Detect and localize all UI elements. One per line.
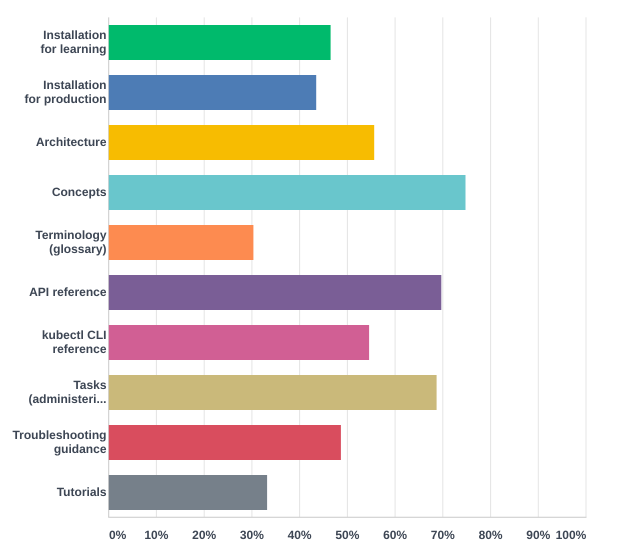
- svg-text:0%: 0%: [109, 528, 127, 542]
- svg-text:Terminology: Terminology: [35, 228, 106, 242]
- svg-text:API reference: API reference: [29, 285, 107, 299]
- svg-text:(administeri...: (administeri...: [28, 392, 106, 406]
- svg-text:100%: 100%: [556, 528, 587, 542]
- svg-text:30%: 30%: [240, 528, 264, 542]
- svg-text:reference: reference: [52, 342, 106, 356]
- svg-text:for learning: for learning: [40, 42, 106, 56]
- svg-text:80%: 80%: [479, 528, 503, 542]
- svg-text:kubectl CLI: kubectl CLI: [42, 328, 107, 342]
- svg-text:10%: 10%: [144, 528, 168, 542]
- svg-text:Installation: Installation: [43, 78, 106, 92]
- svg-text:Architecture: Architecture: [36, 135, 107, 149]
- svg-text:Installation: Installation: [43, 28, 106, 42]
- svg-text:for production: for production: [25, 92, 107, 106]
- svg-text:guidance: guidance: [54, 442, 107, 456]
- svg-text:Tutorials: Tutorials: [57, 485, 107, 499]
- svg-text:20%: 20%: [192, 528, 216, 542]
- svg-text:Troubleshooting: Troubleshooting: [13, 428, 107, 442]
- svg-text:40%: 40%: [288, 528, 312, 542]
- svg-text:50%: 50%: [335, 528, 359, 542]
- svg-text:Concepts: Concepts: [52, 185, 107, 199]
- svg-text:90%: 90%: [526, 528, 550, 542]
- svg-text:60%: 60%: [383, 528, 407, 542]
- svg-text:70%: 70%: [431, 528, 455, 542]
- svg-text:(glossary): (glossary): [49, 242, 106, 256]
- svg-text:Tasks: Tasks: [73, 378, 106, 392]
